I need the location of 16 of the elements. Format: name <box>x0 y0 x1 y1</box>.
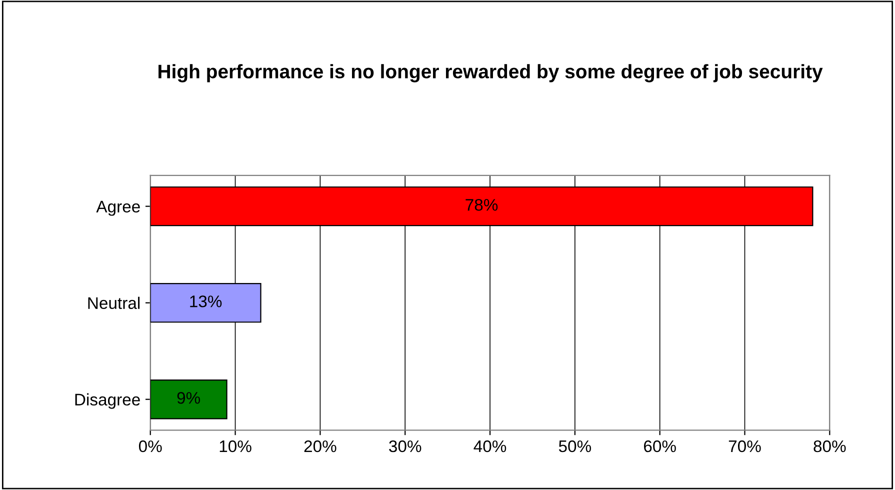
data-label: 13% <box>190 295 222 308</box>
data-label: 78% <box>466 198 498 211</box>
x-tick-label: 0% <box>138 440 162 452</box>
y-tick-label: Agree <box>96 200 140 216</box>
x-tick-label: 40% <box>474 440 506 452</box>
x-tick-label: 20% <box>304 440 336 452</box>
x-tick-label: 80% <box>814 440 846 452</box>
x-tick-label: 50% <box>558 440 592 452</box>
y-tick-label: Neutral <box>88 296 140 310</box>
x-tick-label: 70% <box>728 440 761 452</box>
data-label: 9% <box>177 392 200 404</box>
y-tick-label: Disagree <box>75 393 140 409</box>
chart-title: High performance is no longer rewarded by some degree of job security <box>158 64 823 82</box>
x-tick-label: 60% <box>644 440 676 452</box>
x-tick-label: 30% <box>389 440 422 452</box>
x-tick-label: 10% <box>220 440 252 452</box>
